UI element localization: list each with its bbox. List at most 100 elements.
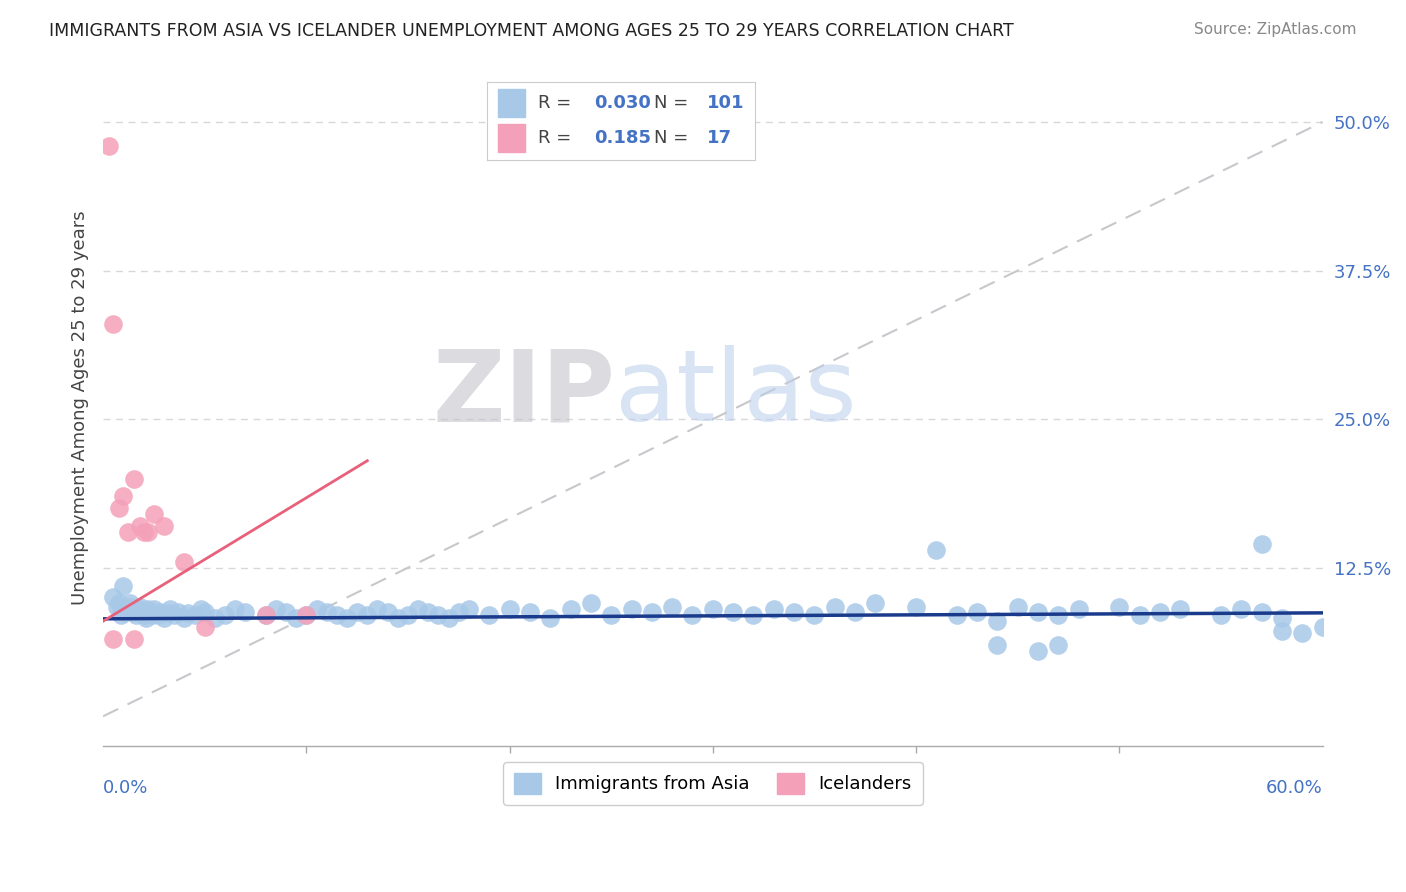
Point [458, 602, 481, 616]
Point [135, 610, 157, 624]
Point [132, 608, 155, 623]
Point [254, 608, 277, 623]
Point [264, 602, 287, 616]
Point [173, 555, 195, 569]
Point [108, 501, 131, 516]
Point [1291, 626, 1313, 640]
Point [519, 605, 541, 619]
Point [122, 605, 145, 619]
Point [406, 602, 429, 616]
Point [661, 599, 683, 614]
Point [98, 138, 121, 153]
Point [110, 608, 132, 623]
Point [108, 596, 131, 610]
Point [122, 632, 145, 646]
Point [190, 602, 212, 616]
Point [141, 608, 163, 623]
Point [1230, 602, 1253, 616]
Point [214, 608, 236, 623]
Point [1271, 610, 1294, 624]
Point [103, 632, 125, 646]
Point [346, 605, 368, 619]
Point [966, 605, 988, 619]
Text: IMMIGRANTS FROM ASIA VS ICELANDER UNEMPLOYMENT AMONG AGES 25 TO 29 YEARS CORRELA: IMMIGRANTS FROM ASIA VS ICELANDER UNEMPL… [49, 22, 1014, 40]
Point [600, 608, 623, 623]
Point [117, 524, 139, 539]
Point [1149, 605, 1171, 619]
Point [1047, 638, 1070, 652]
Point [103, 591, 125, 605]
Point [285, 610, 308, 624]
Point [336, 610, 359, 624]
Point [437, 610, 460, 624]
Point [396, 608, 419, 623]
Point [204, 610, 226, 624]
Point [326, 608, 349, 623]
Point [114, 605, 136, 619]
Point [418, 605, 440, 619]
Point [1129, 608, 1152, 623]
Text: Source: ZipAtlas.com: Source: ZipAtlas.com [1194, 22, 1357, 37]
Point [142, 507, 165, 521]
Text: atlas: atlas [616, 345, 856, 442]
Point [945, 608, 967, 623]
Point [844, 605, 866, 619]
Point [235, 605, 257, 619]
Y-axis label: Unemployment Among Ages 25 to 29 years: Unemployment Among Ages 25 to 29 years [72, 210, 89, 605]
Point [377, 605, 399, 619]
Point [387, 610, 409, 624]
Point [142, 602, 165, 616]
Point [1047, 608, 1070, 623]
Text: ZIP: ZIP [433, 345, 616, 442]
Point [305, 602, 328, 616]
Point [117, 602, 139, 616]
Point [803, 608, 825, 623]
Point [925, 542, 948, 557]
Point [159, 602, 181, 616]
Point [721, 605, 744, 619]
Point [112, 489, 135, 503]
Point [1312, 620, 1334, 634]
Point [254, 608, 277, 623]
Point [128, 599, 150, 614]
Point [315, 605, 337, 619]
Point [163, 608, 186, 623]
Point [139, 605, 162, 619]
Point [560, 602, 582, 616]
Point [905, 599, 928, 614]
Point [194, 605, 217, 619]
Point [127, 602, 149, 616]
Point [478, 608, 501, 623]
Point [124, 608, 146, 623]
Point [136, 524, 159, 539]
Point [1007, 599, 1029, 614]
Point [157, 606, 180, 620]
Point [1108, 599, 1130, 614]
Point [447, 605, 470, 619]
Point [986, 638, 1008, 652]
Point [986, 614, 1008, 628]
Point [118, 596, 141, 610]
Point [1026, 605, 1049, 619]
Point [498, 602, 520, 616]
Point [128, 519, 150, 533]
Point [153, 610, 176, 624]
Point [1250, 605, 1272, 619]
Point [173, 610, 195, 624]
Point [1271, 624, 1294, 638]
Point [105, 599, 128, 614]
Point [121, 599, 143, 614]
Point [783, 605, 806, 619]
Point [742, 608, 765, 623]
Point [865, 596, 887, 610]
Point [177, 606, 200, 620]
Point [682, 608, 704, 623]
Point [295, 608, 318, 623]
Point [194, 620, 217, 634]
Point [824, 599, 846, 614]
Text: 0.0%: 0.0% [103, 779, 149, 797]
Point [103, 317, 125, 331]
Point [538, 610, 561, 624]
Point [1250, 537, 1272, 551]
Point [762, 602, 785, 616]
